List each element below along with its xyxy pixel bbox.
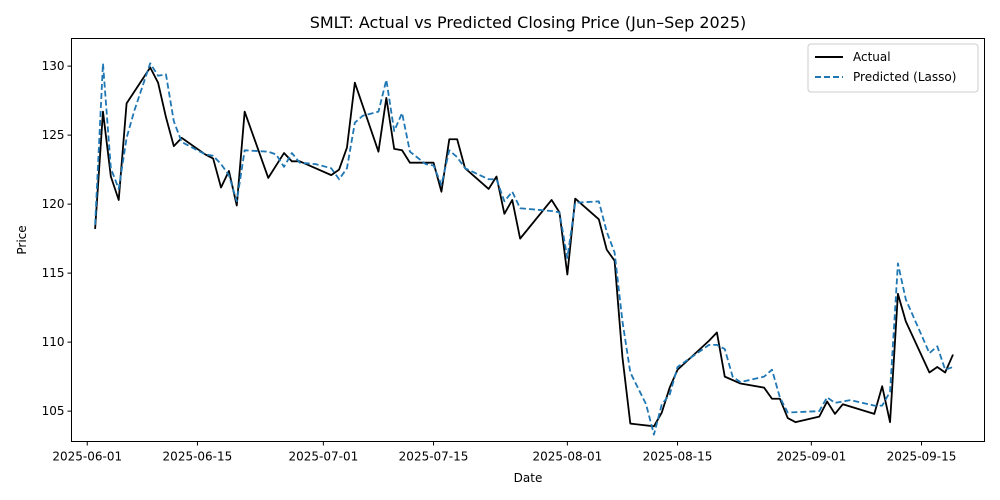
legend-label-predicted: Predicted (Lasso) (853, 70, 956, 84)
y-tick-label: 115 (42, 266, 65, 280)
x-tick-label: 2025-06-15 (163, 450, 233, 464)
x-tick-label: 2025-08-01 (532, 450, 602, 464)
y-tick-label: 125 (42, 128, 65, 142)
legend-label-actual: Actual (853, 50, 891, 64)
x-tick-label: 2025-07-15 (399, 450, 469, 464)
legend-box (807, 43, 979, 93)
x-tick-label: 2025-06-01 (52, 450, 122, 464)
series-actual-line (94, 66, 954, 428)
x-tick-label: 2025-08-15 (643, 450, 713, 464)
x-tick-label: 2025-09-15 (887, 450, 957, 464)
x-tick-label: 2025-07-01 (288, 450, 358, 464)
legend: Actual Predicted (Lasso) (807, 43, 979, 93)
y-tick-label: 105 (42, 404, 65, 418)
plot-frame (71, 38, 985, 442)
y-tick-label: 130 (42, 59, 65, 73)
y-axis-ticks: 105 110 115 120 125 130 (42, 59, 72, 418)
series-layer (94, 62, 954, 436)
x-tick-label: 2025-09-01 (776, 450, 846, 464)
y-tick-label: 120 (42, 197, 65, 211)
y-axis-title: Price (15, 225, 29, 254)
x-axis-ticks: 2025-06-01 2025-06-15 2025-07-01 2025-07-15… (52, 441, 957, 464)
series-predicted-line (94, 62, 954, 436)
y-tick-label: 110 (42, 335, 65, 349)
chart-title: SMLT: Actual vs Predicted Closing Price … (310, 13, 747, 32)
x-axis-title: Date (514, 471, 543, 485)
